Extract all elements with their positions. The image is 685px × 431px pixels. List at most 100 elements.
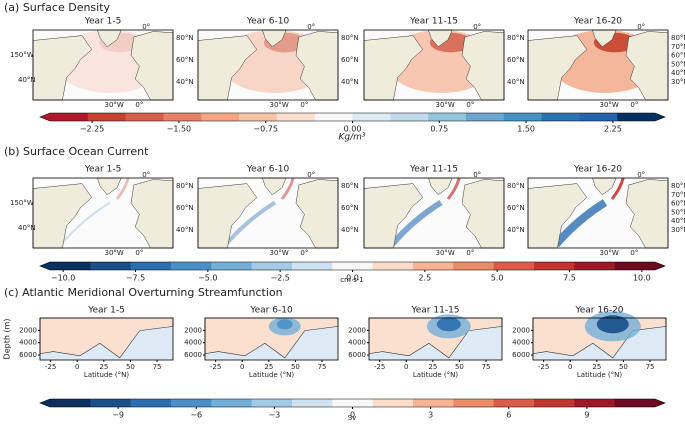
colorbar-segment <box>617 113 656 121</box>
land <box>461 31 505 101</box>
colorbar-segment <box>352 113 391 121</box>
map-label: 60°N <box>507 204 525 212</box>
colorbar-segment <box>50 399 91 407</box>
map-label: 60°N <box>341 56 359 64</box>
x-tick-label: 0 <box>240 363 244 371</box>
map-label: 0° <box>135 249 143 257</box>
map-frame <box>363 29 505 101</box>
x-tick-label: 0 <box>404 363 408 371</box>
map-label: 80°N <box>341 34 359 42</box>
panel-title: Year 11-15 <box>410 306 459 316</box>
colorbar-segment <box>50 262 91 270</box>
x-tick-label: 75 <box>482 363 491 371</box>
colorbar-segment <box>574 399 615 407</box>
row-title: (a) Surface Density <box>4 1 111 14</box>
map-label: 60°N <box>176 56 194 64</box>
x-axis-label: Latitude (°N) <box>249 371 295 379</box>
current <box>552 199 608 248</box>
land <box>295 179 339 249</box>
map-label: 70°N <box>671 191 685 199</box>
land <box>130 31 174 101</box>
map-label: 150°W <box>10 51 34 59</box>
colorbar-label: Sv <box>348 414 357 422</box>
current <box>115 177 130 200</box>
x-tick-label: -25 <box>45 363 56 371</box>
colorbar-label: Kg/m³ <box>338 133 365 143</box>
colorbar-tick-label: −5.0 <box>198 274 217 283</box>
panel-title: Year 1-5 <box>87 306 125 316</box>
x-tick-label: 50 <box>126 363 135 371</box>
axes-frame <box>39 317 174 361</box>
colorbar-label: cm s-1 <box>340 276 364 284</box>
map-label: 30°W <box>436 249 455 257</box>
map-label: 40°N <box>671 217 685 225</box>
map-label: 40°N <box>507 226 525 234</box>
colorbar-segment <box>332 262 373 270</box>
row-title: (c) Atlantic Meridional Overturning Stre… <box>4 286 283 299</box>
map-frame <box>32 29 174 101</box>
colorbar-tick-label: −2.25 <box>80 125 105 134</box>
map-label: 30°W <box>600 249 619 257</box>
map-label: 0° <box>630 249 638 257</box>
map-frame <box>197 177 339 249</box>
x-tick-label: -25 <box>374 363 385 371</box>
colorbar-segment <box>541 113 580 121</box>
map-label: 60°N <box>176 204 194 212</box>
colorbar-tick-label: 2.25 <box>604 125 622 134</box>
panel-title: Year 11-15 <box>409 165 458 175</box>
colorbar-extend <box>655 113 665 121</box>
y-tick-label: 6000 <box>184 351 202 359</box>
colorbar-frame <box>39 261 666 271</box>
colorbar-frame <box>39 398 666 408</box>
colorbar-segment <box>171 262 212 270</box>
colorbar-segment <box>453 399 494 407</box>
map-label: 40°N <box>671 69 685 77</box>
map-label: 30°W <box>436 101 455 109</box>
colorbar-tick-label: −9 <box>112 411 124 420</box>
map-label: 30°W <box>105 249 124 257</box>
panel-title: Year 16-20 <box>573 17 622 27</box>
colorbar-tick-label: 3 <box>428 411 433 420</box>
x-tick-label: 50 <box>619 363 628 371</box>
map-label: 40°N <box>341 226 359 234</box>
map-label: 0° <box>142 171 150 179</box>
overturning-core <box>596 315 629 334</box>
x-tick-label: 75 <box>153 363 162 371</box>
panel-title: Year 6-10 <box>246 17 290 27</box>
colorbar-segment <box>130 262 172 270</box>
x-axis-label: Latitude (°N) <box>84 371 130 379</box>
x-tick-label: 0 <box>75 363 79 371</box>
panel-title: Year 11-15 <box>409 17 458 27</box>
land <box>295 31 339 101</box>
section-panel <box>532 311 667 361</box>
map-panel <box>527 177 669 249</box>
colorbar-segment <box>90 399 131 407</box>
map-label: 40°N <box>18 76 36 84</box>
map-label: 0° <box>473 171 481 179</box>
map-label: 0° <box>466 249 474 257</box>
map-label: 30°W <box>270 101 289 109</box>
map-label: 40°N <box>176 78 194 86</box>
map-label: 150°W <box>10 199 34 207</box>
map-label: 40°N <box>507 78 525 86</box>
map-label: 80°N <box>671 34 685 42</box>
x-axis-label: Latitude (°N) <box>577 371 623 379</box>
colorbar-segment <box>251 262 293 270</box>
colorbar-segment <box>453 262 494 270</box>
colorbar-segment <box>211 262 252 270</box>
x-tick-label: 25 <box>264 363 273 371</box>
map-label: 40°N <box>18 224 36 232</box>
map-label: 0° <box>466 101 474 109</box>
map-label: 0° <box>630 101 638 109</box>
y-tick-label: 4000 <box>184 339 202 347</box>
land <box>461 179 505 249</box>
colorbar-extend <box>655 399 665 407</box>
colorbar-segment <box>465 113 505 121</box>
map-label: 30°W <box>270 249 289 257</box>
x-tick-label: 25 <box>99 363 108 371</box>
map-frame <box>197 29 339 101</box>
map-label: 60°N <box>671 200 685 208</box>
colorbar-tick-label: 0.00 <box>344 125 362 134</box>
map-label: 80°N <box>341 182 359 190</box>
